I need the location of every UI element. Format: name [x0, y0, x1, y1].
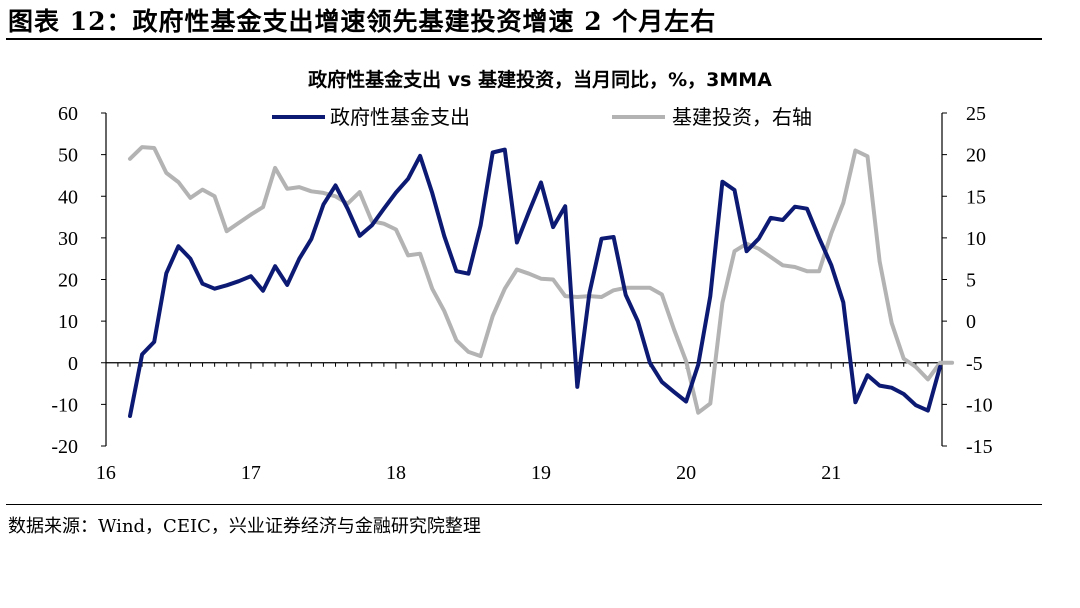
series-line-infra — [128, 145, 955, 415]
right-tick-label: -15 — [966, 436, 993, 458]
right-tick-label: 10 — [966, 228, 986, 250]
right-tick-label: 5 — [966, 270, 976, 292]
left-tick-label: 40 — [58, 186, 78, 208]
source-note: 数据来源：Wind，CEIC，兴业证券经济与金融研究院整理 — [8, 516, 481, 537]
left-tick-label: 50 — [58, 145, 78, 167]
series-line-gov-fund — [128, 147, 942, 418]
right-tick-label: -10 — [966, 394, 993, 416]
right-tick-label: 25 — [966, 103, 986, 125]
chart-title: 政府性基金支出 vs 基建投资，当月同比，%，3MMA — [308, 68, 772, 91]
x-tick-label: 19 — [531, 462, 551, 484]
x-tick-label: 18 — [386, 462, 406, 484]
x-tick-label: 20 — [676, 462, 696, 484]
x-tick-label: 17 — [241, 462, 261, 484]
x-tick-label: 16 — [96, 462, 116, 484]
legend-label-gov-fund: 政府性基金支出 — [330, 105, 470, 129]
chart-series — [128, 145, 955, 418]
left-tick-label: 60 — [58, 103, 78, 125]
left-tick-label: -10 — [51, 394, 78, 416]
right-tick-label: 0 — [966, 311, 976, 333]
left-tick-label: 30 — [58, 228, 78, 250]
left-tick-label: -20 — [51, 436, 78, 458]
title-divider — [6, 38, 1042, 40]
legend-label-infra: 基建投资，右轴 — [672, 105, 812, 129]
right-tick-label: 20 — [966, 145, 986, 167]
figure-title: 图表 12：政府性基金支出增速领先基建投资增速 2 个月左右 — [8, 7, 717, 36]
source-divider — [6, 504, 1042, 505]
left-tick-label: 10 — [58, 311, 78, 333]
left-tick-label: 20 — [58, 270, 78, 292]
x-tick-label: 21 — [821, 462, 841, 484]
left-tick-label: 0 — [68, 353, 78, 375]
chart-legend: 政府性基金支出 基建投资，右轴 — [272, 105, 812, 129]
right-tick-label: 15 — [966, 186, 986, 208]
right-tick-label: -5 — [966, 353, 983, 375]
